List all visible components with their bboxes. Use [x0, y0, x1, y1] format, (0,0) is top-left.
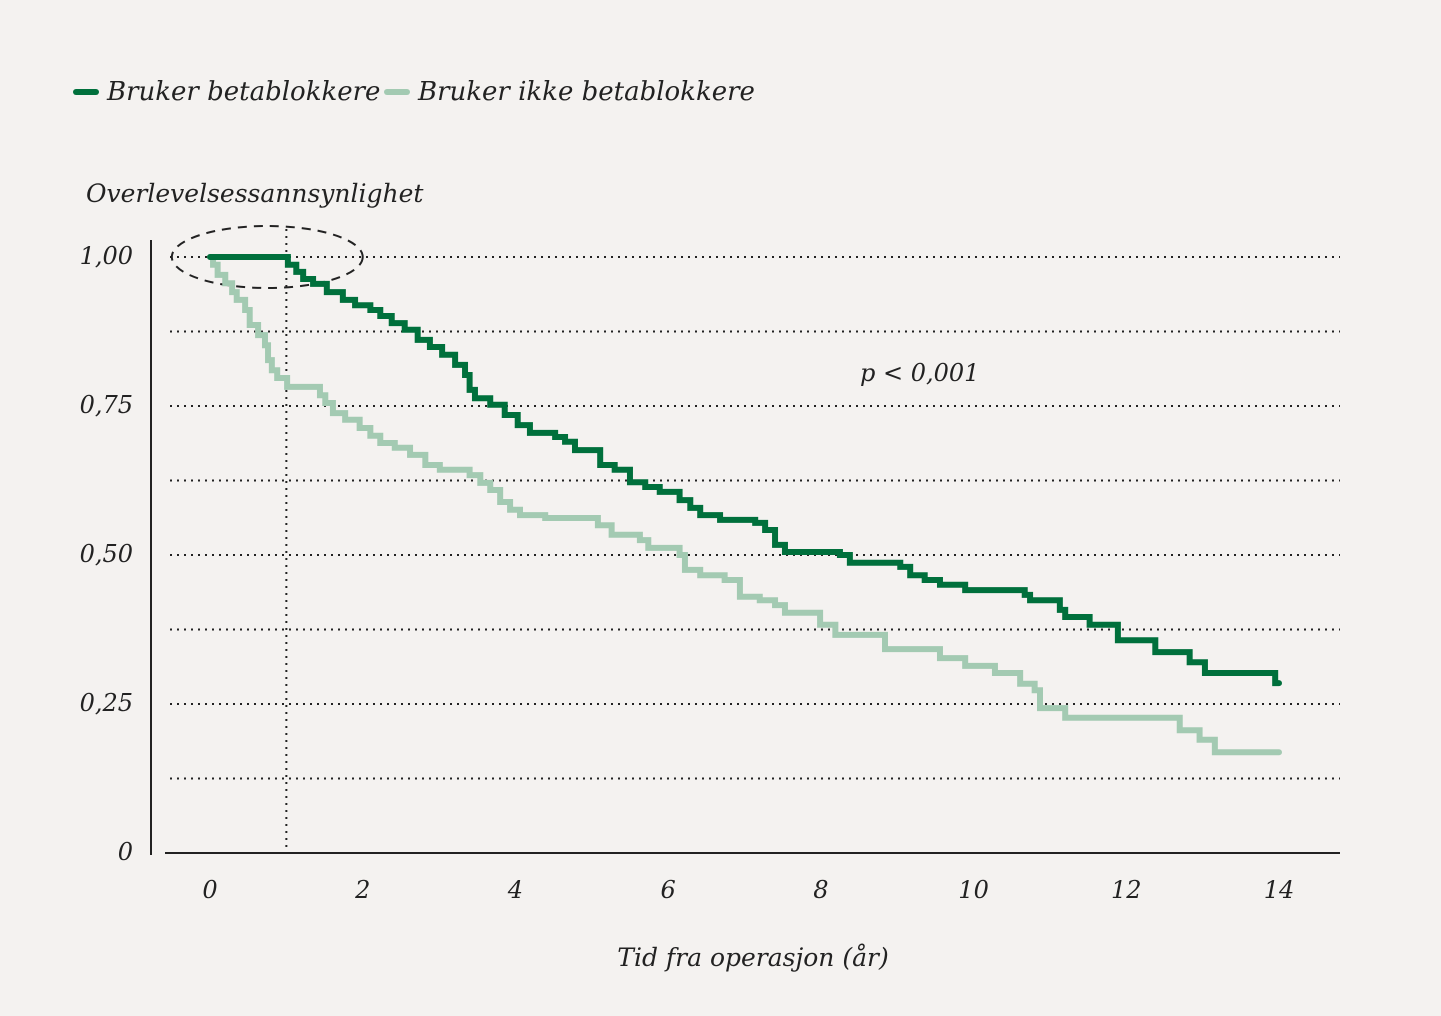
- y-tick-label: 0,25: [80, 689, 133, 717]
- legend-label-series-2: Bruker ikke betablokkere: [417, 77, 755, 107]
- x-axis-label: Tid fra operasjon (år): [617, 943, 888, 972]
- series-line-2: [207, 254, 1282, 756]
- x-tick-label: 0: [202, 876, 217, 904]
- x-tick-label: 4: [507, 876, 523, 904]
- y-tick-labels: 0 0,25 0,50 0,75 1,00: [80, 242, 133, 866]
- x-tick-label: 10: [958, 876, 989, 904]
- series-line-1: [207, 254, 1282, 687]
- x-tick-label: 6: [661, 876, 676, 904]
- y-axis-label: Overlevelsessannsynlighet: [86, 179, 424, 208]
- x-tick-label: 12: [1111, 876, 1142, 904]
- y-tick-label: 0,75: [80, 391, 133, 419]
- x-tick-labels: 0 2 4 6 8 10 12 14: [202, 876, 1294, 904]
- x-tick-label: 14: [1264, 876, 1295, 904]
- x-tick-label: 8: [813, 876, 828, 904]
- gridlines: [170, 256, 1340, 780]
- p-value-annotation: p < 0,001: [860, 359, 979, 387]
- y-tick-label: 0,50: [80, 540, 133, 568]
- legend: Bruker betablokkere Bruker ikke betablok…: [73, 77, 755, 107]
- legend-label-series-1: Bruker betablokkere: [106, 77, 380, 107]
- highlight-ellipse: [170, 225, 364, 289]
- x-tick-label: 2: [354, 876, 370, 904]
- y-tick-label: 1,00: [80, 242, 133, 270]
- series-group: [207, 254, 1282, 756]
- y-tick-label: 0: [118, 838, 133, 866]
